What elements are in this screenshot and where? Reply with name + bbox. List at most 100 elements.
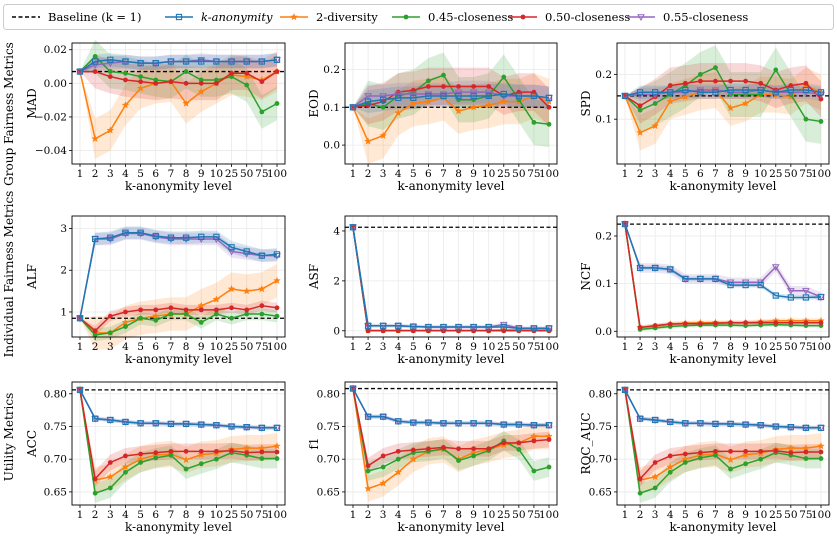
point-close045 [123,324,128,329]
point-div2 [666,97,675,105]
point-div2 [817,441,825,450]
point-div2 [182,99,191,107]
series-line-close045 [624,223,821,331]
point-close045 [259,109,265,115]
point-kanon [425,323,432,331]
x-tick-label: 100 [539,341,559,353]
point-kanon [364,322,372,329]
point-close050 [229,305,234,311]
band-kanon [80,226,277,319]
point-kanon [137,60,144,67]
x-tick-label: 75 [255,509,268,521]
point-close050 [153,307,159,313]
point-kanon [682,420,689,427]
point-div2 [469,103,478,111]
series-line-close050 [352,388,550,467]
band-close055 [625,224,821,302]
point-div2 [273,441,281,450]
point-close050 [803,449,809,455]
x-tick-label: 1 [622,168,629,180]
point-div2 [364,484,373,492]
x-tick-label: 5 [682,168,689,180]
point-close045 [107,330,113,336]
x-tick-label: 75 [527,509,540,521]
point-kanon [167,234,175,241]
point-close050 [123,77,128,83]
point-kanon [787,294,794,301]
point-kanon [167,58,175,65]
point-close050 [713,448,718,454]
axes-frame [616,42,830,165]
point-div2 [121,101,130,109]
point-close050 [107,74,113,80]
point-close055 [167,236,175,243]
x-tick-label: 8 [183,168,190,180]
point-close045 [123,70,128,76]
point-close045 [758,92,764,97]
point-close045 [803,116,809,122]
point-close045 [153,455,159,461]
point-div2 [651,472,660,481]
point-close055 [227,248,236,256]
x-tick-label: 2 [365,168,372,180]
point-kanon [652,416,659,424]
point-close045 [153,77,159,83]
legend-marker-div2 [290,12,298,21]
x-tick-label: 100 [539,509,559,521]
x-tick-label: 10 [482,341,495,353]
point-close050 [546,437,552,442]
x-tick-label: 6 [425,341,432,353]
point-kanon [742,86,749,94]
axes-frame [616,381,830,506]
band-close050 [80,300,277,336]
point-close045 [425,78,431,84]
point-close045 [682,460,688,465]
band-kanon [625,389,821,430]
point-kanon [198,58,205,65]
x-tick-label: 100 [539,168,559,180]
point-kanon [530,92,538,100]
legend-label-baseline: Baseline (k = 1) [48,10,141,24]
point-div2 [197,450,206,458]
x-tick-label: 75 [527,168,540,180]
point-kanon [636,264,644,272]
series-line-div2 [352,227,549,332]
point-kanon [712,275,719,283]
point-close050 [758,448,764,454]
y-tick-label: 0.70 [589,454,612,466]
point-kanon [530,325,538,332]
point-kanon [515,92,522,100]
point-close050 [259,303,265,309]
point-kanon [258,252,265,259]
point-kanon [652,264,659,272]
x-axis-label: k-anonymity level [397,352,504,366]
y-tick-label: 0.02 [44,44,67,56]
point-kanon [455,92,462,100]
point-kanon [667,418,674,426]
point-close045 [546,121,552,127]
point-close050 [229,448,234,454]
x-tick-label: 25 [225,509,238,521]
x-axis-label: k-anonymity level [125,520,232,534]
x-tick-label: 100 [811,341,831,353]
x-tick-label: 4 [395,509,402,521]
y-tick-label: 2 [60,265,67,277]
point-kanon [122,58,129,65]
point-div2 [409,455,418,463]
point-close045 [758,456,764,462]
point-close055 [91,62,100,69]
band-close055 [625,389,821,430]
point-kanon [440,420,447,427]
point-kanon [802,424,810,431]
x-tick-label: 7 [712,168,719,180]
x-tick-label: 50 [240,341,253,353]
point-close055 [696,87,705,95]
point-close055 [106,236,115,243]
point-kanon [152,60,159,67]
legend-marker-close055 [637,14,645,22]
x-tick-label: 25 [769,341,782,353]
x-tick-label: 7 [712,509,719,521]
x-axis-label: k-anonymity level [669,520,776,534]
